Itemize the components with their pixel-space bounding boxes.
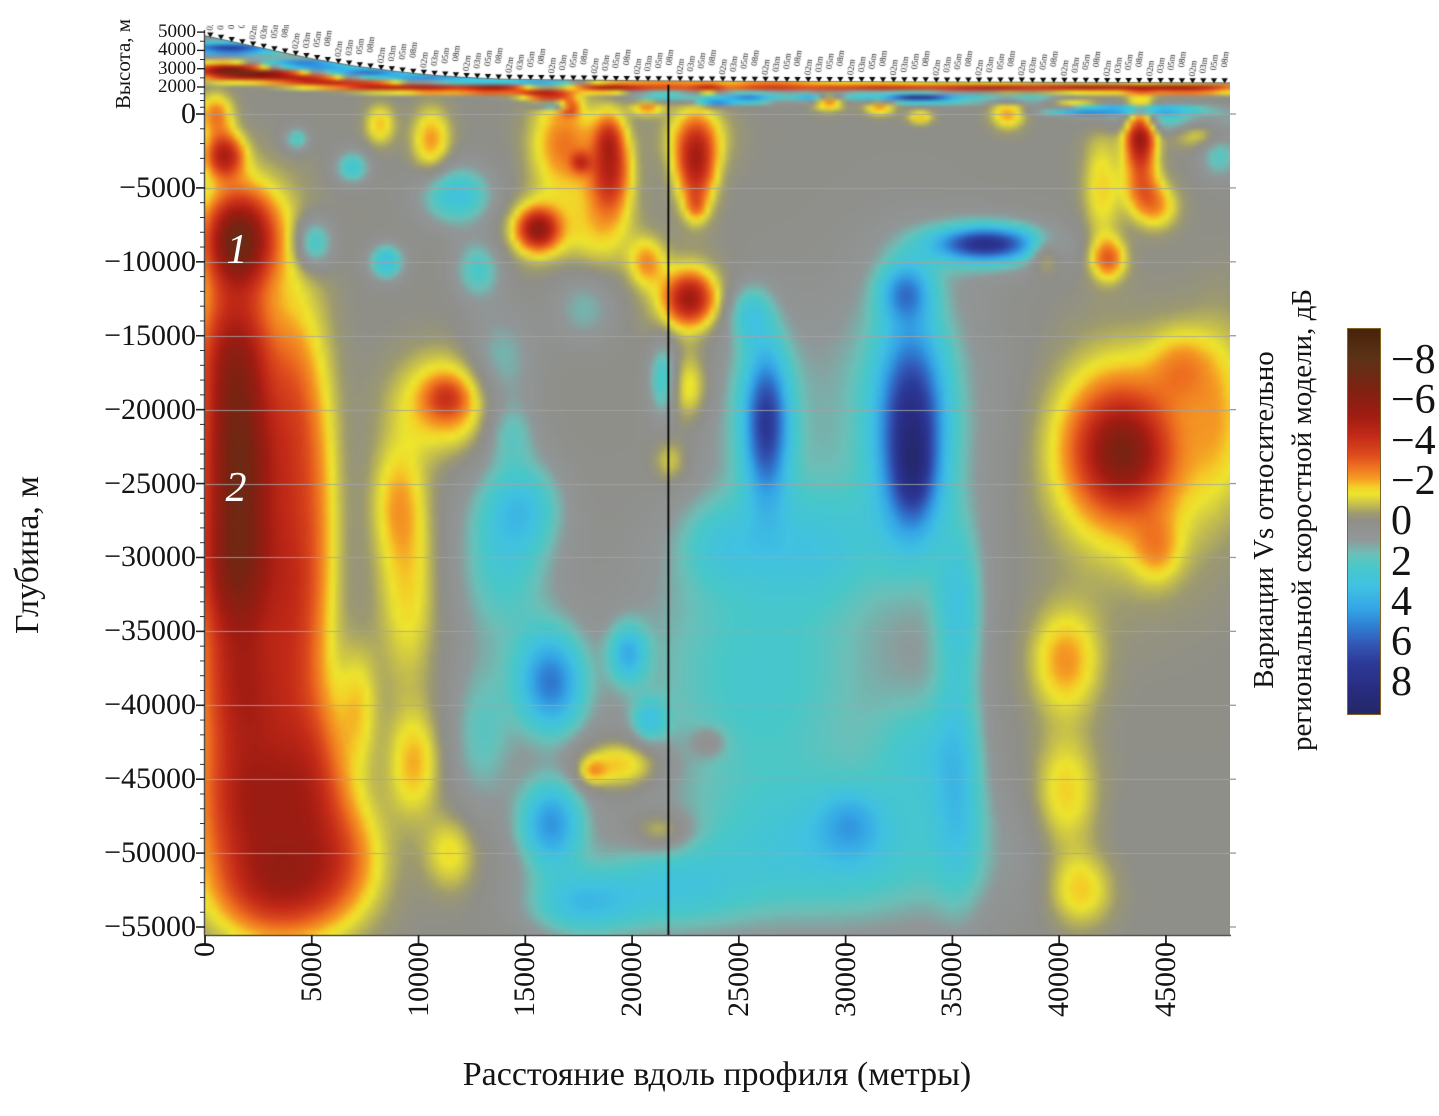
depth-tick-label: −15000 bbox=[104, 318, 196, 352]
colorbar-title-line2: региональной скоростной модели, дБ bbox=[1286, 289, 1318, 752]
elevation-tick-label: 5000 bbox=[158, 21, 196, 43]
colorbar bbox=[1347, 328, 1381, 715]
depth-tick-label: −30000 bbox=[104, 540, 196, 574]
x-axis-title: Расстояние вдоль профиля (метры) bbox=[462, 1056, 972, 1093]
colorbar-tick-label: 2 bbox=[1391, 538, 1412, 585]
colorbar-tick-label: −4 bbox=[1391, 417, 1436, 464]
colorbar-tick-label: −6 bbox=[1391, 377, 1436, 424]
colorbar-tick-label: 8 bbox=[1391, 659, 1412, 706]
x-tick-label: 15000 bbox=[508, 942, 542, 1017]
depth-tick-label: −45000 bbox=[104, 762, 196, 796]
depth-tick-label: −50000 bbox=[104, 836, 196, 870]
colorbar-title-line1: Вариации Vs относительно bbox=[1248, 351, 1280, 689]
x-tick-label: 30000 bbox=[828, 942, 862, 1017]
depth-tick-label: −20000 bbox=[104, 392, 196, 426]
x-tick-label: 25000 bbox=[721, 942, 755, 1017]
x-tick-label: 0 bbox=[188, 942, 221, 957]
colorbar-tick-label: 6 bbox=[1391, 619, 1412, 666]
x-tick-label: 20000 bbox=[615, 942, 649, 1017]
depth-tick-label: −55000 bbox=[104, 910, 196, 943]
colorbar-tick-label: 4 bbox=[1391, 578, 1412, 625]
x-tick-label: 40000 bbox=[1042, 942, 1076, 1017]
depth-tick-label: −25000 bbox=[104, 466, 196, 500]
elevation-tick-label: 4000 bbox=[158, 39, 196, 61]
elevation-tick-label: 2000 bbox=[158, 76, 196, 97]
colorbar-tick-label: 0 bbox=[1391, 498, 1412, 545]
elevation-tick-label: 3000 bbox=[158, 57, 196, 79]
tomography-section-canvas bbox=[205, 25, 1230, 935]
depth-axis-title: Глубина, м bbox=[9, 476, 46, 634]
colorbar-tick-label: −8 bbox=[1391, 337, 1436, 383]
x-tick-label: 45000 bbox=[1148, 942, 1182, 1017]
colorbar-tick-label: −2 bbox=[1391, 457, 1436, 504]
depth-tick-label: −35000 bbox=[104, 614, 196, 648]
depth-tick-label: −40000 bbox=[104, 688, 196, 722]
depth-tick-label: −10000 bbox=[104, 244, 196, 278]
depth-tick-label: −5000 bbox=[119, 170, 196, 204]
elevation-axis-title: Высота, м bbox=[111, 18, 135, 110]
x-tick-label: 35000 bbox=[935, 942, 969, 1017]
x-tick-label: 5000 bbox=[294, 942, 328, 1002]
x-tick-label: 10000 bbox=[401, 942, 435, 1017]
depth-tick-label: 0 bbox=[181, 97, 196, 130]
